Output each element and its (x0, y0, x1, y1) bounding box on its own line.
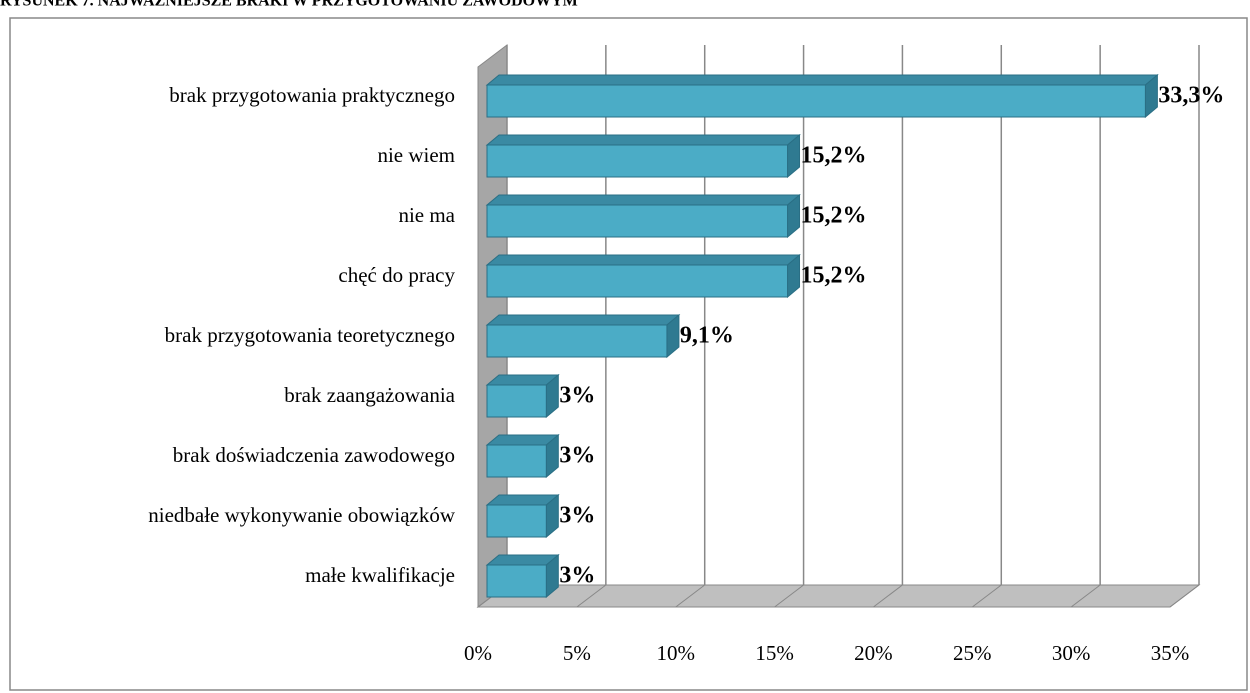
value-label: 3% (559, 563, 595, 589)
bar-front (486, 144, 789, 178)
grid-line (675, 584, 706, 608)
bar-top (485, 254, 801, 266)
bar (485, 433, 560, 479)
grid-line (1169, 584, 1200, 608)
category-label: brak przygotowania praktycznego (169, 83, 455, 107)
value-label: 33,3% (1158, 83, 1224, 109)
x-tick-label: 10% (656, 641, 695, 665)
grid-line (774, 584, 804, 608)
bar-top (485, 134, 801, 146)
value-label: 15,2% (801, 143, 867, 169)
bar (485, 133, 801, 179)
x-tick-label: 5% (563, 641, 591, 665)
value-label: 3% (559, 443, 595, 469)
category-label: brak zaangażowania (284, 383, 455, 407)
bar (485, 193, 801, 239)
bar (485, 253, 801, 299)
chart-title: RYSUNEK 7. NAJWAŻNIEJSZE BRAKI W PRZYGOT… (0, 0, 578, 10)
bar-top (485, 194, 801, 206)
bar-front (486, 444, 547, 478)
value-label: 3% (559, 503, 595, 529)
x-tick-label: 0% (464, 641, 492, 665)
value-label: 9,1% (680, 323, 734, 349)
x-tick-label: 15% (755, 641, 794, 665)
bar-front (486, 384, 547, 418)
value-label: 3% (559, 383, 595, 409)
x-tick-label: 30% (1052, 641, 1091, 665)
category-label: nie ma (398, 203, 455, 227)
bar (485, 493, 560, 539)
bar-front (486, 504, 547, 538)
grid-line (576, 584, 607, 608)
bar (485, 73, 1159, 119)
category-label: małe kwalifikacje (305, 563, 455, 587)
category-label: brak doświadczenia zawodowego (173, 443, 455, 467)
grid-line (971, 584, 1002, 608)
bar (485, 373, 560, 419)
bar-front (486, 84, 1146, 118)
category-label: nie wiem (377, 143, 455, 167)
bar-top (485, 314, 681, 326)
category-label: niedbałe wykonywanie obowiązków (148, 503, 456, 527)
x-tick-label: 35% (1151, 641, 1190, 665)
grid-line (873, 584, 903, 608)
bar (485, 553, 560, 599)
x-tick-label: 20% (854, 641, 893, 665)
bar-front (486, 324, 668, 358)
bar-top (485, 74, 1159, 86)
value-label: 15,2% (801, 203, 867, 229)
x-tick-label: 25% (953, 641, 992, 665)
bar (485, 313, 681, 359)
bar-front (486, 204, 789, 238)
value-label: 15,2% (801, 263, 867, 289)
category-label: brak przygotowania teoretycznego (165, 323, 455, 347)
chart-frame (9, 17, 1248, 691)
category-label: chęć do pracy (338, 263, 455, 287)
bar-front (486, 264, 789, 298)
grid-line (1070, 584, 1101, 608)
bar-front (486, 564, 547, 598)
